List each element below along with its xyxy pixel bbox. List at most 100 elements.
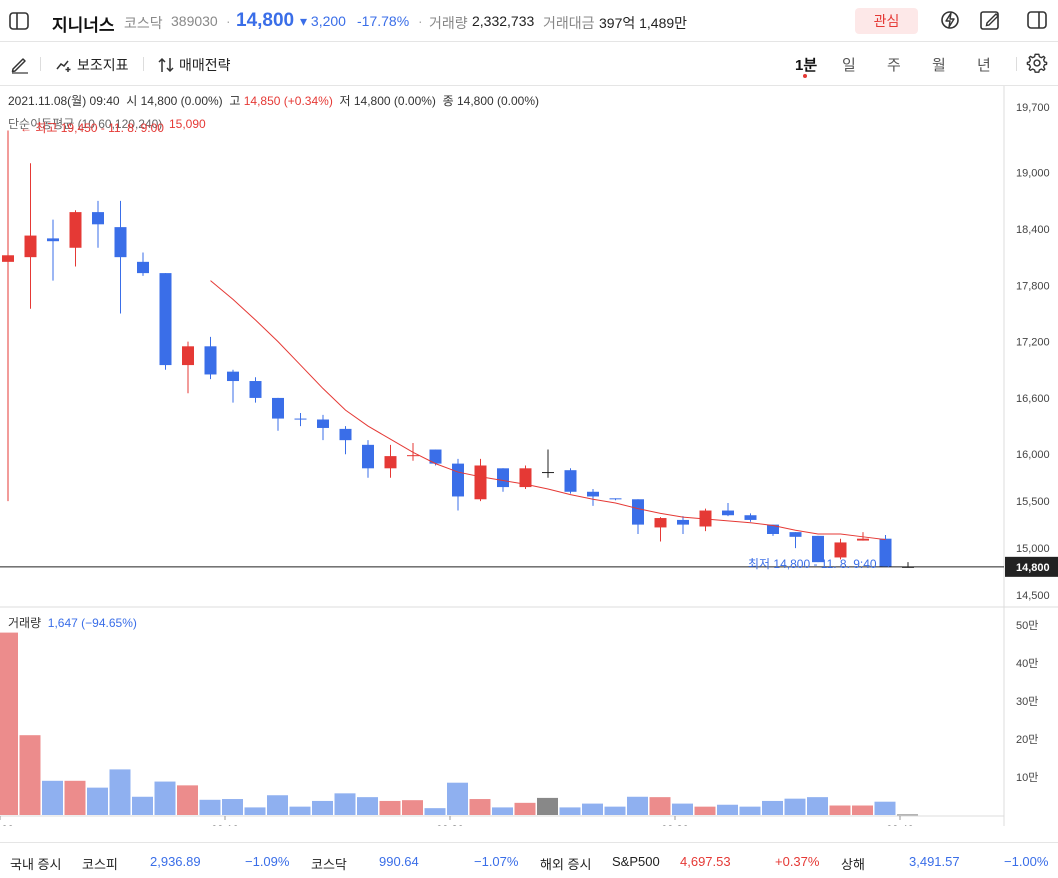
market-ticker-footer: 국내 증시 코스피 2,936.89 −1.09% 코스닥 990.64 −1.… [0,842,1058,878]
price-axis-tick: 18,400 [1016,224,1050,236]
candle-body [564,470,577,492]
volume-legend: 거래량 1,647 (−94.65%) [8,614,137,631]
kospi-label[interactable]: 코스피 [82,857,118,872]
volume-axis-tick: 50만 [1016,619,1038,632]
volume-bar [469,799,491,815]
candle-body [407,455,419,457]
candle-body [857,538,869,541]
volume-axis-tick: 40만 [1016,657,1038,670]
stock-name[interactable]: 지니너스 [52,16,115,35]
settings-gear-icon[interactable] [1026,52,1048,74]
volume-bar [222,799,243,815]
volume-bar [87,787,108,815]
volume-bar [537,797,558,815]
shanghai-change: −1.00% [1004,854,1049,869]
strategy-icon [158,57,174,73]
period-year[interactable]: 년 [977,57,991,74]
low-marker-text: 최저 14,800 - 11. 8. 9:40 [748,557,877,571]
sp500-label[interactable]: S&P500 [612,854,660,869]
candle-body [609,498,622,500]
indicator-label: 보조지표 [77,57,129,73]
volume-bar [357,797,378,815]
volume-bar [289,806,311,815]
overseas-label: 해외 증시 [540,857,592,872]
candle-body [654,518,667,528]
ohlc-close: 종 14,800 (0.00%) [442,94,540,108]
candle-body [497,468,509,488]
kosdaq-label[interactable]: 코스닥 [311,857,347,872]
pencil-icon[interactable] [10,54,30,74]
watchlist-button[interactable]: 관심 [855,8,918,34]
volume-bar [177,785,198,815]
volume-label: 거래량 [429,15,468,31]
candle-body [812,535,824,563]
candle-body [317,419,329,428]
volume-bar [402,800,423,815]
volume-bar [897,814,918,816]
candle-body [159,273,172,366]
volume-bar [244,807,266,815]
market-name: 코스닥 [124,15,163,31]
candle-body [114,227,127,258]
ohlc-high: 14,850 (+0.34%) [243,94,333,108]
ohlc-low: 저 14,800 (0.00%) [339,94,436,108]
chart-area[interactable]: 19,700 19,000 18,400 17,800 17,200 16,600 16,0… [0,86,1058,826]
volume-bar [559,807,581,815]
strategy-button[interactable]: 매매전략 [158,55,231,75]
volume-bar [447,782,468,815]
candle-body [249,381,262,398]
volume-bar [604,806,626,815]
domestic-label: 국내 증시 [10,857,62,872]
volume-axis-tick: 20만 [1016,733,1038,746]
sidebar-toggle-icon[interactable] [8,10,30,32]
shanghai-value: 3,491.57 [909,854,960,869]
candle-body [879,538,892,567]
candle-body [137,261,149,274]
volume-value: 2,332,733 [472,13,535,29]
candle-body [204,346,217,375]
price-chart[interactable]: 19,700 19,000 18,400 17,800 17,200 16,600 16,0… [0,86,1058,826]
volume-bar [829,805,851,815]
period-1min[interactable]: 1분 [795,57,818,74]
stock-code: 389030 [171,13,218,29]
moving-average-line [210,280,886,541]
volume-bar [199,799,221,815]
candle-body [834,542,847,558]
volume-bar [807,797,828,815]
lightning-icon[interactable] [939,9,961,31]
indicator-button[interactable]: 보조지표 [56,55,129,75]
layout-panel-icon[interactable] [1026,9,1048,31]
toolbar-divider [1016,57,1017,71]
price-axis-tick: 14,500 [1016,590,1050,602]
volume-bar [582,803,603,815]
volume-bar [334,793,356,815]
candle-body [69,212,82,248]
time-axis-tick: 09:40 [886,824,914,826]
volume-bar [424,808,446,815]
candle-body [677,519,689,525]
separator-dot: · [226,13,231,29]
price-axis-tick: 16,000 [1016,449,1050,461]
ma-legend[interactable]: 단순이동평균 (10,60,120,240) 15,090 [8,115,206,132]
volume-bar [312,800,333,815]
volume-bar [739,806,761,815]
high-marker: ← 최고 19,450 - 11. 8. 9:00 [20,121,164,135]
period-day[interactable]: 일 [842,57,856,74]
volume-bar [874,801,896,815]
candle-body [429,449,442,464]
candle-body [294,418,307,420]
ohlc-date: 2021.11.08(월) 09:40 [8,94,120,108]
edit-note-icon[interactable] [979,9,1001,31]
period-month[interactable]: 월 [932,57,946,74]
time-axis-tick: 09:20 [436,824,464,826]
shanghai-label[interactable]: 상해 [841,857,865,872]
period-week[interactable]: 주 [887,57,901,74]
volume-value: 1,647 (−94.65%) [47,616,137,630]
active-period-dot [803,74,807,78]
ohlc-high-prefix: 고 [229,94,241,108]
candle-body [2,255,14,262]
toolbar-divider [143,57,144,71]
current-price: 14,800 [236,10,295,31]
candle-body [182,346,194,366]
candle-body [384,456,397,469]
